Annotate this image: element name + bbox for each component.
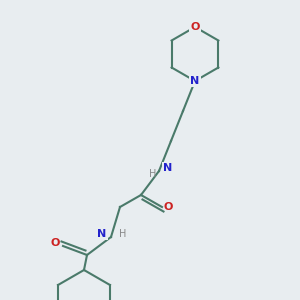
Text: N: N: [190, 76, 200, 86]
Text: O: O: [163, 202, 173, 212]
Text: O: O: [51, 238, 60, 248]
Text: H: H: [119, 229, 127, 239]
Text: N: N: [164, 163, 172, 173]
Text: O: O: [190, 22, 200, 32]
Text: N: N: [98, 229, 106, 239]
Text: H: H: [149, 169, 157, 179]
